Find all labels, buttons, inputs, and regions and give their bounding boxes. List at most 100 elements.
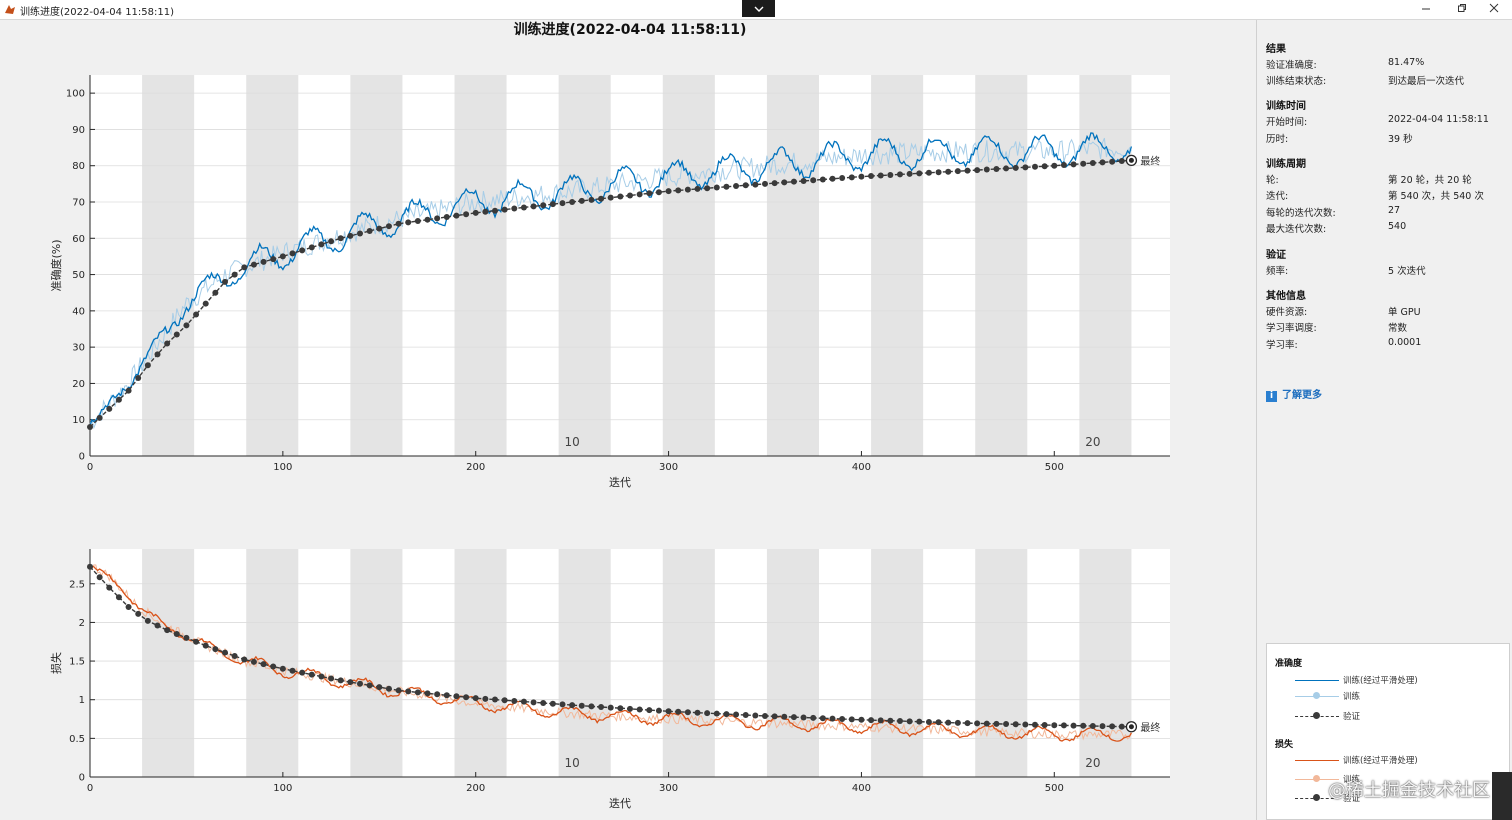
legend-loss-smoothed-line <box>1295 760 1339 761</box>
epoch-band <box>142 75 195 456</box>
validation-point <box>279 253 286 260</box>
validation-point <box>1022 721 1029 728</box>
validation-point <box>463 694 470 701</box>
validation-point <box>144 362 151 369</box>
epoch-band <box>662 75 715 456</box>
validation-point <box>250 658 257 665</box>
validation-point <box>1051 722 1058 729</box>
validation-point <box>839 175 846 182</box>
validation-point <box>1032 163 1038 170</box>
validation-point <box>1089 722 1096 729</box>
validation-point <box>337 235 344 242</box>
restore-button[interactable] <box>1444 1 1480 18</box>
corner-app-icon <box>1492 772 1512 820</box>
validation-point <box>925 718 932 725</box>
validation-point <box>289 667 296 674</box>
validation-point <box>260 661 267 668</box>
legend-loss-val-label: 验证 <box>1343 794 1361 804</box>
train-smoothed-line <box>89 132 1133 427</box>
validation-point <box>347 679 354 686</box>
matlab-app-icon <box>5 5 15 14</box>
legend-acc-train-marker <box>1313 692 1320 699</box>
minimize-button[interactable] <box>1408 1 1444 18</box>
validation-point <box>627 705 633 712</box>
learn-more-link[interactable]: i 了解更多 <box>1266 386 1322 402</box>
validation-point <box>598 703 605 710</box>
validation-point <box>318 241 325 248</box>
validation-heading: 验证 <box>1266 250 1286 261</box>
validation-point <box>424 216 431 223</box>
validation-point <box>742 712 749 719</box>
validation-point <box>1109 158 1116 165</box>
validation-point <box>598 195 605 202</box>
restore-icon <box>1458 4 1466 12</box>
training-progress-charts: 0 100 200 300 400 5000102030405060708090100迭代… <box>49 75 1170 810</box>
validation-point <box>1032 721 1038 728</box>
x-tick-label: 200 <box>466 783 485 794</box>
validation-point <box>511 697 518 704</box>
validation-point <box>945 168 952 175</box>
validation-point <box>530 203 537 210</box>
validation-point <box>405 219 412 226</box>
validation-point <box>289 250 296 257</box>
validation-point <box>501 206 508 213</box>
validation-point <box>752 181 759 188</box>
validation-point <box>916 718 923 725</box>
validation-point <box>723 183 730 190</box>
validation-point <box>453 693 460 700</box>
epoch-band <box>558 75 611 456</box>
validation-point <box>868 717 875 724</box>
validation-point <box>135 610 142 617</box>
validation-point <box>260 258 267 265</box>
epoch-band <box>1079 549 1132 777</box>
validation-point <box>839 716 846 723</box>
validation-point <box>250 261 257 268</box>
validation-point <box>154 351 161 358</box>
validation-point <box>646 190 653 197</box>
validation-point <box>868 173 875 180</box>
validation-point <box>636 191 643 198</box>
start-time-value: 2022-04-04 11:58:11 <box>1388 114 1489 125</box>
validation-point <box>443 692 450 699</box>
elapsed-label: 历时: <box>1266 134 1289 145</box>
validation-point <box>231 653 238 660</box>
validation-point <box>125 387 132 394</box>
collapse-toolstrip-button[interactable] <box>742 0 775 17</box>
validation-point <box>482 208 489 215</box>
validation-point <box>627 192 633 199</box>
validation-point <box>925 169 932 176</box>
epoch-band <box>975 75 1028 456</box>
final-label: 最终 <box>1140 721 1160 734</box>
y-tick-label: 0.5 <box>69 734 85 745</box>
validation-point <box>877 717 884 724</box>
validation-point <box>173 631 180 638</box>
epoch-label: 轮: <box>1266 175 1279 186</box>
train-raw-line <box>89 137 1132 430</box>
close-button[interactable] <box>1476 1 1512 18</box>
validation-point <box>1109 723 1116 730</box>
window-titlebar: 训练进度(2022-04-04 11:58:11) <box>0 0 1512 20</box>
validation-point <box>472 209 479 216</box>
validation-point <box>106 584 113 591</box>
validation-point <box>299 669 306 676</box>
legend-acc-smoothed-label: 训练(经过平滑处理) <box>1343 676 1418 686</box>
validation-point <box>1080 160 1087 167</box>
validation-point <box>472 695 479 702</box>
chevron-down-icon <box>754 6 763 12</box>
x-tick-label: 200 <box>466 462 485 473</box>
validation-point <box>964 720 971 727</box>
validation-point <box>385 223 392 230</box>
learn-more-label: 了解更多 <box>1282 390 1322 401</box>
validation-point <box>655 189 662 196</box>
y-tick-label: 20 <box>72 379 85 390</box>
other-heading: 其他信息 <box>1266 291 1306 302</box>
validation-point <box>1012 164 1019 171</box>
frequency-label: 频率: <box>1266 266 1289 277</box>
legend-acc-smoothed-line <box>1295 680 1339 681</box>
validation-point <box>183 322 190 329</box>
validation-point <box>723 711 730 718</box>
epoch-value: 第 20 轮，共 20 轮 <box>1388 175 1472 186</box>
validation-point <box>96 574 103 581</box>
legend-loss-val-marker <box>1313 794 1320 801</box>
epoch-band <box>454 75 507 456</box>
